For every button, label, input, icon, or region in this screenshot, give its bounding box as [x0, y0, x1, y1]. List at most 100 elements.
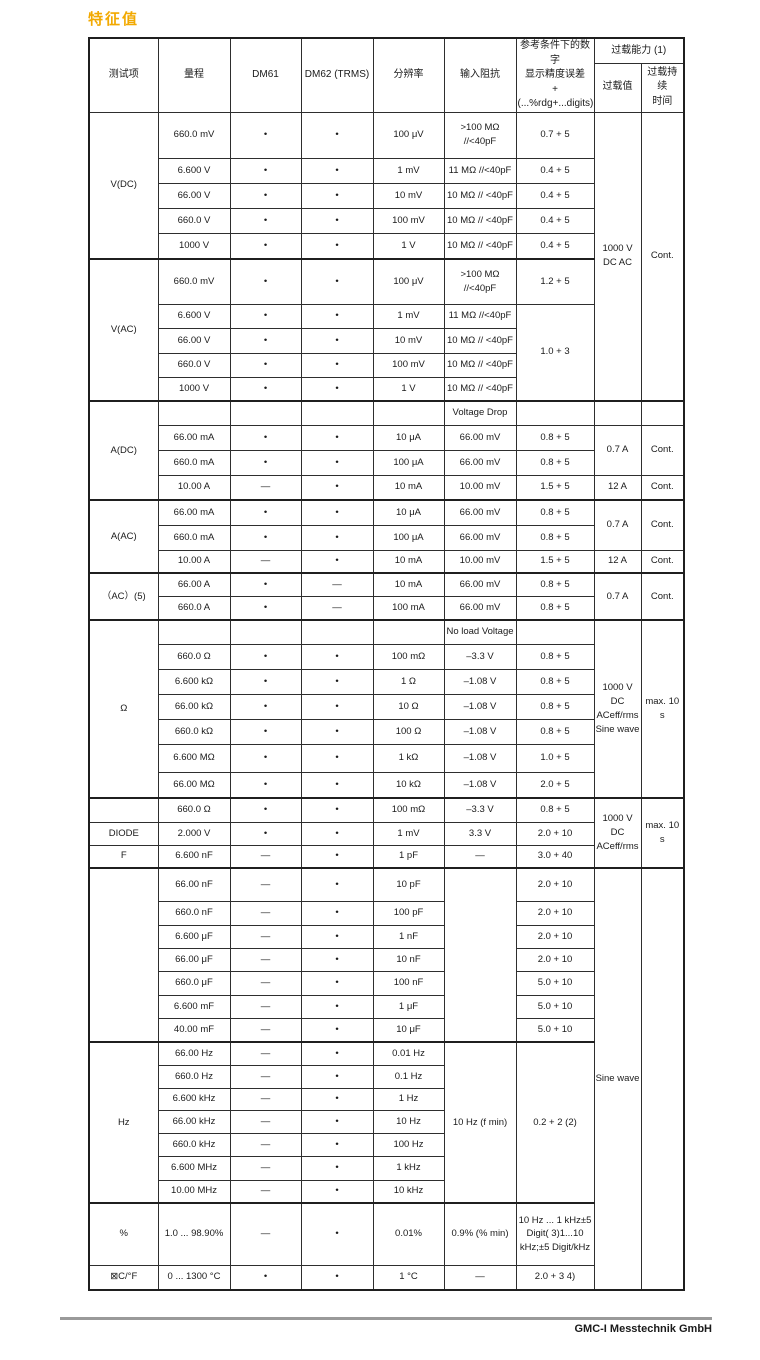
table-cell: •: [300, 258, 374, 305]
table-cell: 66.00 mV: [443, 572, 517, 597]
table-cell: –1.08 V: [443, 771, 517, 799]
table-cell: [157, 400, 231, 426]
table-cell: •: [300, 1179, 374, 1204]
table-cell: 66.00 mA: [157, 499, 231, 526]
table-cell: 0.8 + 5: [515, 424, 595, 451]
column-header: 分辨率: [372, 37, 445, 113]
table-cell: 10.00 A: [157, 549, 231, 574]
table-cell: [88, 797, 159, 823]
table-cell: 0.4 + 5: [515, 232, 595, 260]
table-cell: 1 kHz: [372, 1155, 445, 1181]
table-cell: –3.3 V: [443, 797, 517, 823]
table-cell: •: [229, 718, 302, 745]
table-cell: 660.0 mV: [157, 111, 231, 159]
table-row: 过载值 过载持续 时间: [89, 62, 685, 113]
table-cell: —: [229, 994, 302, 1019]
table-cell: 1000 V DC ACeff/rms Sine wave: [593, 619, 642, 799]
table-cell: •: [300, 1155, 374, 1181]
table-cell: [640, 867, 685, 1291]
table-cell: —: [229, 924, 302, 949]
table-cell: 1 kΩ: [372, 743, 445, 773]
table-cell: •: [300, 821, 374, 846]
table-cell: —: [229, 549, 302, 574]
table-cell: 12 A: [593, 474, 642, 501]
table-cell: [300, 400, 374, 426]
table-cell: 66.00 mV: [443, 449, 517, 476]
table-cell: 1 V: [372, 376, 445, 402]
table-cell: 1 V: [372, 232, 445, 260]
table-cell: 0.8 + 5: [515, 797, 595, 823]
table-row: 660.0 μF — • 100 nF 5.0 + 10: [89, 970, 684, 996]
table-cell: 66.00 V: [157, 182, 231, 209]
table-cell: –1.08 V: [443, 743, 517, 773]
table-row: 660.0 A • —100 mA 66.00 mV 0.8 + 5: [89, 595, 684, 621]
table-cell: [443, 867, 517, 1043]
table-cell: 1 μF: [372, 994, 445, 1019]
table-cell: 66.00 mV: [443, 499, 517, 526]
table-cell: 10 μF: [372, 1017, 445, 1043]
table-cell: 10 Hz (f min): [443, 1041, 517, 1204]
table-row: 10.00 MHz — • 10 kHz: [89, 1179, 684, 1204]
table-cell: 100 μV: [372, 258, 445, 305]
column-header: 参考条件下的数字 显示精度误差 +(...%rdg+...digits): [515, 37, 595, 113]
column-header: DM62 (TRMS): [300, 37, 374, 113]
table-row: % 1.0 ... 98.90% — • 0.01% 0.9% (% min) 10 Hz …: [88, 1202, 684, 1266]
table-cell: •: [229, 1264, 302, 1291]
table-row: 660.0 mA • • 100 μA 66.00 mV 0.8 + 5: [89, 524, 684, 551]
table-cell: •: [300, 668, 374, 695]
table-cell: 0.8 + 5: [515, 668, 595, 695]
table-cell: 0.8 + 5: [515, 524, 595, 551]
table-cell: 66.00 V: [157, 327, 231, 354]
table-cell: •: [300, 327, 374, 354]
table-cell: •: [300, 867, 374, 902]
table-cell: 1000 V DC AC: [593, 111, 642, 402]
table-cell: •: [300, 376, 374, 402]
table-row: 660.0 Ω • • 100 mΩ –3.3 V 0.8 + 5 1000 V DC AC…: [88, 797, 685, 869]
table-cell: 0.2 + 2 (2): [515, 1041, 595, 1204]
table-cell: 6.600 kΩ: [157, 668, 231, 695]
table-cell: [372, 400, 445, 426]
table-cell: 2.0 + 10: [515, 947, 595, 972]
table-cell: 0.4 + 5: [515, 182, 595, 209]
table-cell: •: [229, 743, 302, 773]
table-cell: 10 mV: [372, 182, 445, 209]
table-cell: 2.0 + 10: [515, 867, 595, 902]
table-cell: —: [229, 1041, 302, 1066]
table-cell: 3.3 V: [443, 821, 517, 846]
table-cell: >100 MΩ //<40pF: [443, 258, 517, 305]
table-cell: 0.8 + 5: [515, 595, 595, 621]
table-cell: （AC）(5): [88, 572, 159, 621]
table-cell: 1.0 ... 98.90%: [157, 1202, 231, 1266]
table-cell: —: [229, 1017, 302, 1043]
table-cell: •: [300, 1087, 374, 1111]
table-row: 40.00 mF — • 10 μF 5.0 + 10: [89, 1017, 684, 1043]
table-row: A(AC) 66.00 mA • • 10 μA 66.00 mV 0.8 + 5 0.7 A…: [88, 499, 685, 574]
table-cell: •: [300, 352, 374, 378]
table-cell: •: [300, 1264, 374, 1291]
table-cell: 660.0 mV: [157, 258, 231, 305]
table-cell: 10 Hz ... 1 kHz±5 Digit( 3)1...10 kHz;±5…: [515, 1202, 595, 1266]
table-cell: •: [229, 327, 302, 354]
table-cell: 660.0 A: [157, 595, 231, 621]
table-cell: •: [300, 232, 374, 260]
table-cell: —: [229, 1179, 302, 1204]
table-cell: 40.00 mF: [157, 1017, 231, 1043]
table-cell: 100 pF: [372, 900, 445, 926]
table-cell: [157, 619, 231, 645]
table-cell: 10 nF: [372, 947, 445, 972]
table-cell: 0.7 + 5: [515, 111, 595, 159]
table-cell: 10 MΩ // <40pF: [443, 182, 517, 209]
table-cell: 1 pF: [372, 844, 445, 869]
table-row: 66.00 V • • 10 mV 10 MΩ // <40pF: [89, 327, 684, 354]
table-cell: 1 nF: [372, 924, 445, 949]
table-cell: 100 mV: [372, 352, 445, 378]
table-cell: [640, 400, 685, 426]
table-cell: 10 pF: [372, 867, 445, 902]
table-cell: 0.1 Hz: [372, 1064, 445, 1089]
table-cell: —: [443, 844, 517, 869]
table-cell: •: [300, 693, 374, 720]
table-cell: –1.08 V: [443, 668, 517, 695]
table-cell: 0.8 + 5: [515, 643, 595, 670]
column-header: 输入阻抗: [443, 37, 517, 113]
table-cell: •: [300, 207, 374, 234]
